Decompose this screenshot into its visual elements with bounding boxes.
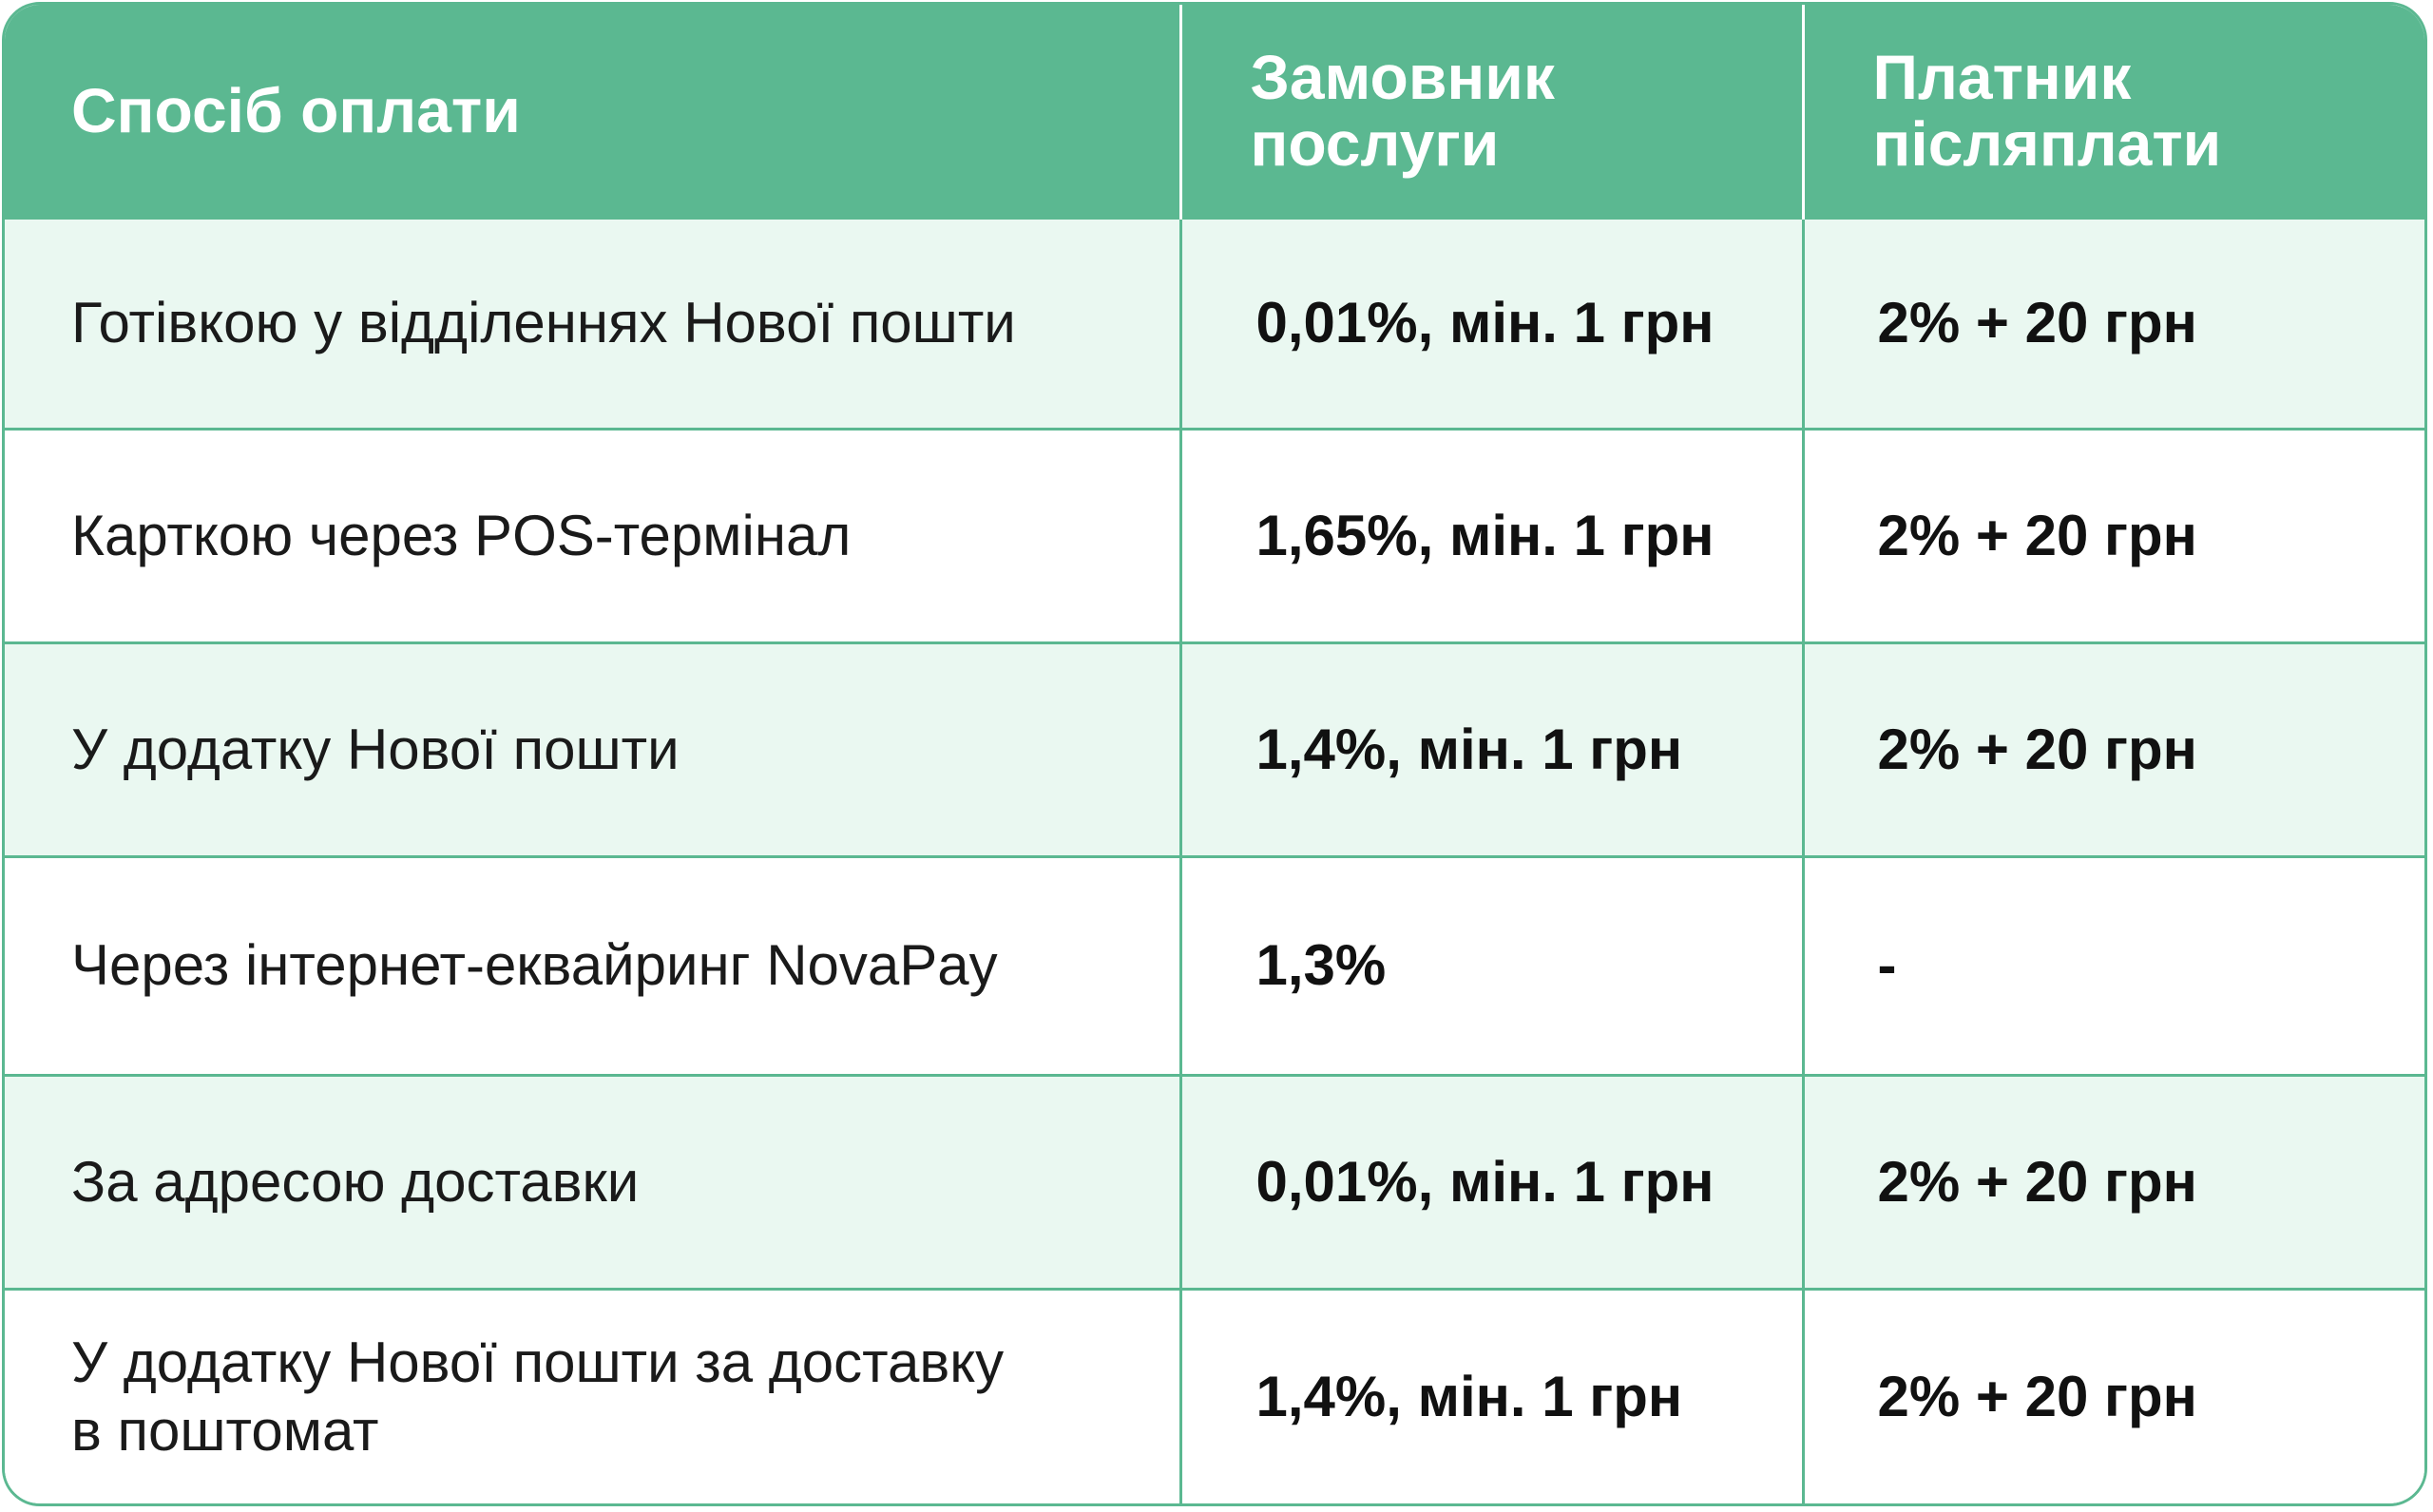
- table-row: За адресою доставки 0,01%, мін. 1 грн 2%…: [5, 1075, 2424, 1289]
- table-header-row: Спосіб оплати Замовник послуги Платник п…: [5, 5, 2424, 218]
- customer-fee-cell: 0,01%, мін. 1 грн: [1180, 1075, 1805, 1289]
- payer-fee-cell: 2% + 20 грн: [1877, 1364, 2197, 1428]
- header-cod-payer-line2: післяплати: [1872, 108, 2222, 180]
- method-cell: Через інтернет-еквайринг NovaPay: [5, 856, 1182, 1075]
- method-cell: У додатку Нової пошти: [5, 642, 1182, 856]
- method-cell: За адресою доставки: [5, 1075, 1182, 1289]
- method-cell: Готівкою у відділеннях Нової пошти: [5, 218, 1182, 429]
- header-cod-payer: Платник післяплати: [1803, 5, 2424, 218]
- customer-fee-cell: 1,4%, мін. 1 грн: [1180, 1289, 1805, 1503]
- customer-fee-cell: 0,01%, мін. 1 грн: [1180, 218, 1805, 429]
- header-cod-payer-line1: Платник: [1872, 42, 2132, 113]
- payer-fee-cell: 2% + 20 грн: [1877, 717, 2197, 781]
- table-row: У додатку Нової пошти за доставку в пошт…: [5, 1289, 2424, 1503]
- method-cell: У додатку Нової пошти за доставку в пошт…: [5, 1289, 1182, 1503]
- header-service-customer-line2: послуги: [1250, 108, 1500, 180]
- header-payment-method: Спосіб оплати: [5, 5, 1182, 218]
- fees-table: Спосіб оплати Замовник послуги Платник п…: [5, 5, 2424, 1503]
- customer-fee-cell: 1,3%: [1180, 856, 1805, 1075]
- table-row: Карткою через POS-термінал 1,65%, мін. 1…: [5, 429, 2424, 642]
- payer-fee-cell: -: [1877, 933, 1897, 997]
- method-cell: Карткою через POS-термінал: [5, 429, 1182, 642]
- table-row: Готівкою у відділеннях Нової пошти 0,01%…: [5, 218, 2424, 429]
- payer-fee-cell: 2% + 20 грн: [1877, 503, 2197, 567]
- table-row: У додатку Нової пошти 1,4%, мін. 1 грн 2…: [5, 642, 2424, 856]
- header-service-customer: Замовник послуги: [1180, 5, 1805, 218]
- customer-fee-cell: 1,4%, мін. 1 грн: [1180, 642, 1805, 856]
- method-cell-line2: в поштомат: [71, 1398, 379, 1463]
- header-service-customer-line1: Замовник: [1250, 42, 1555, 113]
- method-cell-line1: У додатку Нової пошти за доставку: [71, 1330, 1005, 1394]
- table-row: Через інтернет-еквайринг NovaPay 1,3% -: [5, 856, 2424, 1075]
- payer-fee-cell: 2% + 20 грн: [1877, 1149, 2197, 1214]
- payer-fee-cell: 2% + 20 грн: [1877, 291, 2197, 354]
- customer-fee-cell: 1,65%, мін. 1 грн: [1180, 429, 1805, 642]
